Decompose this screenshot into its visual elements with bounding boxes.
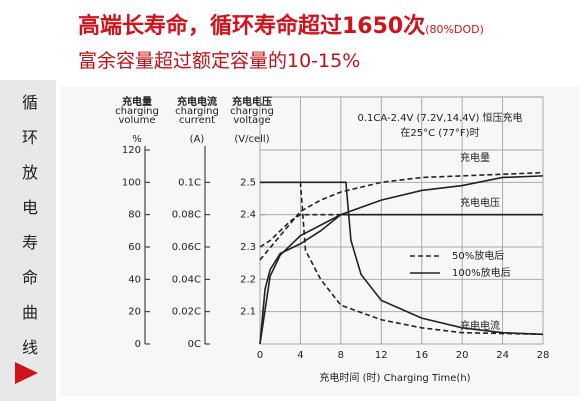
series-line [259,175,544,345]
axis-title: 充电量 [122,95,152,108]
sidebar: 循环放电寿命曲线 [0,80,56,401]
axis-title: charging [115,106,159,117]
y-tick-label: 100 [122,177,141,188]
y-tick-label: 40 [128,274,141,285]
subtitle: 富余容量超过额定容量的10-15% [78,50,361,72]
title-text: 高端长寿命，循环寿命超过1650次 [78,14,426,39]
axis-unit: (A) [190,134,205,145]
series-line [259,213,543,248]
axis-title: volume [118,115,155,126]
axis-title: 充电电流 [177,95,217,108]
y-tick-label: 2.5 [240,177,256,188]
y-tick-label: 2.1 [240,307,256,318]
axis-unit: % [132,134,142,145]
x-tick-label: 16 [415,350,428,361]
title-note: (80%DOD) [425,23,484,36]
y-tick-label: 20 [128,307,141,318]
y-tick-label: 2.4 [240,210,256,221]
x-tick-label: 20 [456,350,469,361]
x-tick-label: 24 [496,350,509,361]
arrow-icon [15,362,38,384]
x-axis-title: 充电时间 (时) Charging Time(h) [319,371,470,384]
y-tick-label: 0.02C [172,307,201,318]
x-tick-label: 28 [537,350,550,361]
series-line [259,213,543,345]
axis-unit: (V/cell) [234,134,269,145]
x-tick-label: 0 [257,350,263,361]
annotation: 0.1CA-2.4V (7.2V,14.4V) 恒压充电 [357,111,522,124]
y-tick-label: 0.06C [172,242,201,253]
curve-label: 充电量 [460,151,490,164]
y-tick-label: 2.2 [240,274,256,285]
legend-label: 100%放电后 [452,266,511,279]
y-tick-label: 0.1C [178,177,201,188]
curve-label: 充电电压 [460,196,500,209]
axis-title: current [179,115,215,126]
y-tick-label: 0.04C [172,274,201,285]
legend-label: 50%放电后 [452,249,504,262]
y-tick-label: 0.08C [172,210,201,221]
y-tick-label: 0 [135,339,141,350]
title: 高端长寿命，循环寿命超过1650次(80%DOD) [78,8,484,40]
y-tick-label: 60 [128,242,141,253]
axis-title: 充电电压 [232,95,272,108]
x-tick-label: 8 [338,350,344,361]
sidebar-label: 循环放电寿命曲线 [19,94,38,374]
y-tick-label: 0C [188,339,201,350]
y-tick-label: 120 [122,145,141,156]
y-tick-label: 80 [128,210,141,221]
series-line [260,181,544,336]
annotation: 在25°C (77°F)时 [400,127,479,139]
axis-title: voltage [233,115,270,126]
y-tick-label: 2.3 [240,242,256,253]
axis-title: charging [230,106,274,117]
x-tick-label: 4 [297,350,303,361]
x-tick-label: 12 [375,350,388,361]
axis-title: charging [175,106,219,117]
series-line [259,171,544,261]
